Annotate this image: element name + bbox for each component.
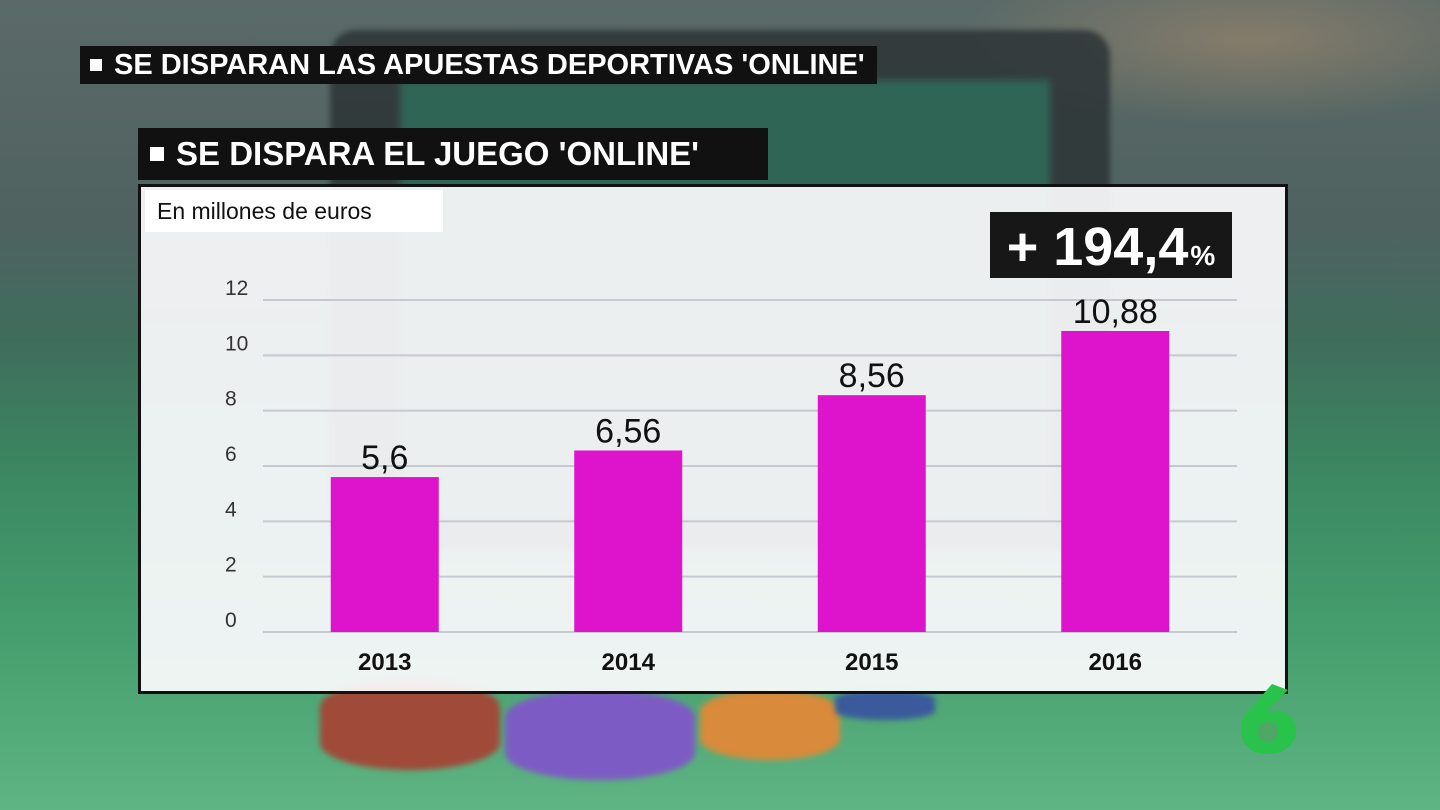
x-tick-label: 2014 [602,649,656,676]
y-tick-label: 6 [225,443,237,466]
background-chip-red [320,680,500,770]
units-label-box: En millones de euros [145,190,443,232]
y-tick-label: 4 [225,498,237,521]
bar-2013 [330,477,439,632]
bar-2016 [1061,330,1170,632]
la-sexta-6-logo-icon [1240,684,1297,754]
bar-2015 [817,395,926,632]
bar-value-label: 8,56 [839,357,905,395]
x-tick-label: 2013 [358,649,411,676]
x-tick-label: 2016 [1089,649,1142,676]
background-chip-blue [835,690,935,720]
y-tick-label: 12 [225,277,248,300]
subheadline-text: SE DISPARA EL JUEGO 'ONLINE' [176,135,700,172]
y-axis-units-label: En millones de euros [157,197,372,224]
bar-value-label: 10,88 [1073,293,1158,331]
bullet-square-icon [150,147,164,161]
y-tick-label: 0 [225,609,237,632]
growth-badge: + 194,4 % [990,212,1232,278]
bullet-square-icon [90,59,102,71]
bar-value-label: 6,56 [595,413,661,451]
growth-value: + 194,4 [1006,217,1189,277]
subheadline-bar: SE DISPARA EL JUEGO 'ONLINE' [138,128,768,180]
bar-chart: 0 2 4 6 8 10 12 5,6 2013 6,56 2014 8,56 2015 10,88 201… [225,277,1237,676]
headline-bar: SE DISPARAN LAS APUESTAS DEPORTIVAS 'ONL… [80,46,877,84]
y-tick-label: 8 [225,388,237,411]
bar-2014 [574,450,683,632]
background-chip-purple [505,690,695,780]
background-chip-orange [700,690,840,760]
bar-value-label: 5,6 [361,439,408,477]
growth-unit: % [1190,240,1216,271]
x-tick-label: 2015 [845,649,898,676]
y-tick-label: 10 [225,332,248,355]
headline-text: SE DISPARAN LAS APUESTAS DEPORTIVAS 'ONL… [114,48,865,81]
y-tick-label: 2 [225,554,237,577]
